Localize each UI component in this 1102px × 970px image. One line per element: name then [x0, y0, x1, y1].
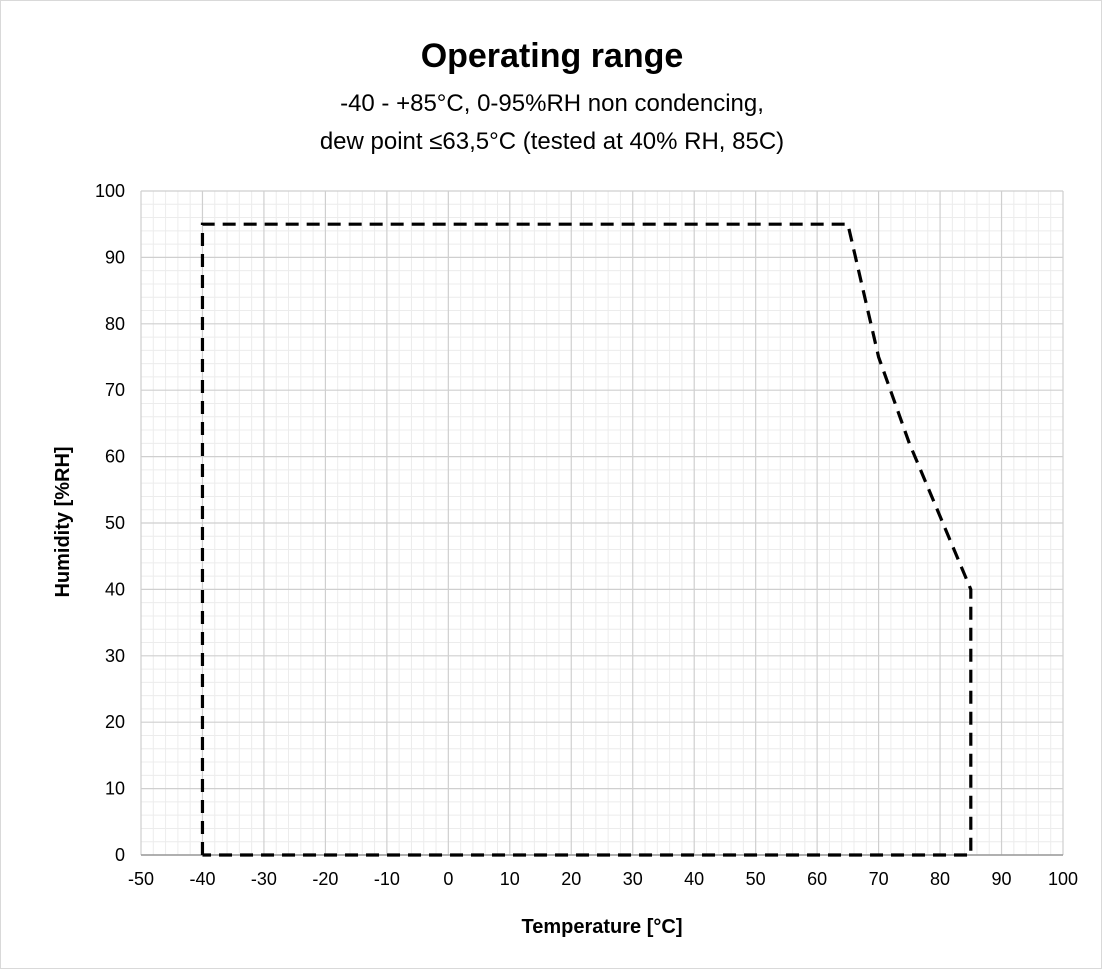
chart-subtitle-line-1: -40 - +85°C, 0-95%RH non condencing, [340, 90, 764, 117]
x-tick-label: 20 [561, 869, 581, 889]
x-axis-tick-labels: -50 -40 -30 -20 -10 0 10 20 30 40 50 60 70 80 90 100 [128, 869, 1078, 889]
x-tick-label: -50 [128, 869, 154, 889]
y-tick-label: 30 [105, 646, 125, 666]
x-tick-label: 0 [443, 869, 453, 889]
x-tick-label: 70 [869, 869, 889, 889]
x-tick-label: -40 [189, 869, 215, 889]
y-tick-label: 60 [105, 447, 125, 467]
series-line-operating-range [200, 222, 973, 857]
x-axis-title: Temperature [°C] [522, 916, 683, 938]
x-tick-label: 40 [684, 869, 704, 889]
y-tick-label: 80 [105, 314, 125, 334]
y-tick-label: 50 [105, 513, 125, 533]
x-tick-label: 60 [807, 869, 827, 889]
x-tick-label: 50 [746, 869, 766, 889]
y-tick-label: 0 [115, 845, 125, 865]
y-axis-title: Humidity [%RH] [52, 446, 74, 597]
chart-subtitle-line-2: dew point ≤63,5°C (tested at 40% RH, 85C… [320, 128, 784, 155]
y-tick-label: 10 [105, 779, 125, 799]
y-axis-tick-labels: 0 10 20 30 40 50 60 70 80 90 100 [95, 181, 125, 865]
x-tick-label: -20 [312, 869, 338, 889]
x-tick-label: 30 [623, 869, 643, 889]
y-tick-label: 90 [105, 247, 125, 267]
y-tick-label: 20 [105, 712, 125, 732]
x-tick-label: 90 [992, 869, 1012, 889]
x-tick-label: 100 [1048, 869, 1078, 889]
x-tick-label: 10 [500, 869, 520, 889]
y-tick-label: 70 [105, 380, 125, 400]
y-tick-label: 100 [95, 181, 125, 201]
y-tick-label: 40 [105, 579, 125, 599]
major-gridlines [140, 190, 1064, 856]
x-tick-label: -30 [251, 869, 277, 889]
x-tick-label: -10 [374, 869, 400, 889]
x-tick-label: 80 [930, 869, 950, 889]
series-layer [200, 222, 973, 857]
chart-title: Operating range [421, 37, 684, 75]
